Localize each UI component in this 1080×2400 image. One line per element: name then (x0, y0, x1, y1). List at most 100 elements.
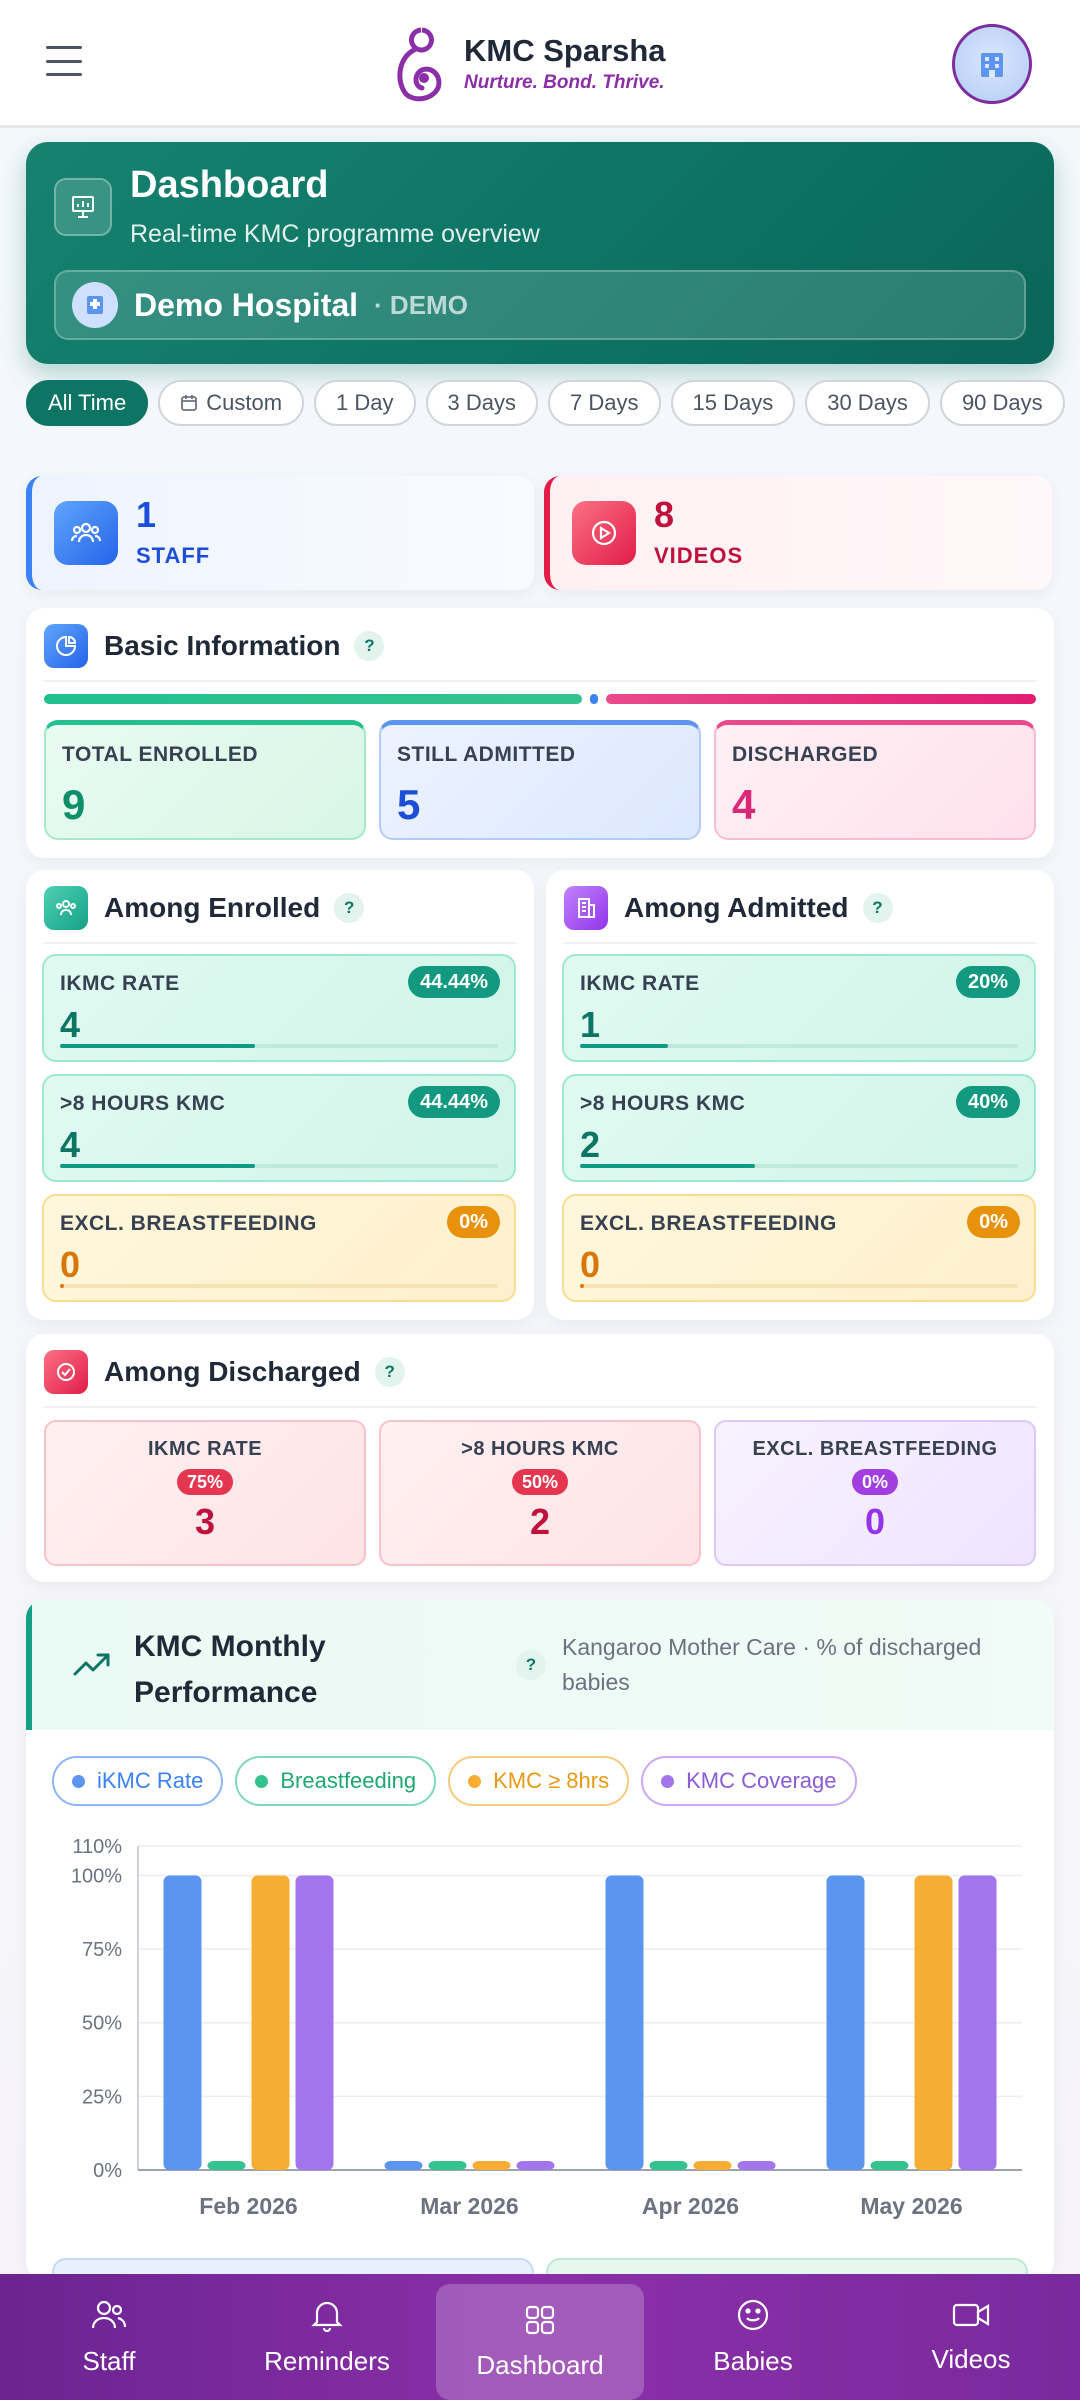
check-circle-icon (44, 1350, 88, 1394)
nav-label: Videos (931, 2343, 1011, 2374)
hospital-selector[interactable]: Demo Hospital · DEMO (54, 270, 1026, 340)
staff-label: STAFF (136, 543, 211, 568)
videos-count: 8 (654, 494, 675, 535)
bar-ikmc-rate-0 (163, 1875, 202, 2170)
total-enrolled-label: TOTAL ENROLLED (62, 743, 258, 766)
app-bar: KMC Sparsha Nurture. Bond. Thrive. (0, 0, 1080, 128)
total-enrolled-value: 9 (62, 781, 86, 828)
metric-value: 3 (194, 1501, 216, 1542)
admitted-excl-breastfeeding[interactable]: EXCL. BREASTFEEDING 0% 0 (562, 1194, 1036, 1302)
monthly-performance-chart: 0% 25% 50% 75% 100% 110% Feb 2026 Mar 2026 Apr 2… (71, 1836, 1022, 2219)
legend-breastfeeding[interactable]: Breastfeeding (235, 1756, 437, 1806)
page-title: Dashboard (130, 164, 329, 206)
bar-ikmc-rate-3 (826, 1875, 865, 2170)
progress-track (580, 1164, 1018, 1168)
bar-kmc-coverage-2 (737, 2161, 776, 2170)
legend-dot (661, 1774, 675, 1788)
divider (44, 680, 1036, 682)
enrolled-excl-breastfeeding[interactable]: EXCL. BREASTFEEDING 0% 0 (42, 1194, 516, 1302)
nav-staff[interactable]: Staff (0, 2274, 218, 2400)
divider (564, 942, 1036, 944)
bar-kmc-8hrs-0 (251, 1875, 290, 2170)
filter-30-days[interactable]: 30 Days (805, 380, 930, 426)
help-icon[interactable]: ? (354, 631, 385, 661)
filter-custom[interactable]: Custom (158, 380, 305, 426)
date-filter-chips: All Time Custom 1 Day 3 Days 7 Days 15 D… (26, 380, 1075, 426)
legend-kmc-coverage[interactable]: KMC Coverage (641, 1756, 857, 1806)
filter-3-days[interactable]: 3 Days (425, 380, 539, 426)
metric-label: >8 HOURS KMC (60, 1092, 226, 1115)
y-tick-label: 110% (72, 1836, 122, 1858)
admitted-8hr-kmc[interactable]: >8 HOURS KMC 40% 2 (562, 1074, 1036, 1182)
enrolled-8hr-kmc[interactable]: >8 HOURS KMC 44.44% 4 (42, 1074, 516, 1182)
admitted-ikmc-rate[interactable]: IKMC RATE 20% 1 (562, 954, 1036, 1062)
bar-breastfeeding-1 (428, 2161, 467, 2170)
filter-15-days[interactable]: 15 Days (670, 380, 796, 426)
filter-1-day[interactable]: 1 Day (314, 380, 416, 426)
metric-label: EXCL. BREASTFEEDING (580, 1212, 837, 1235)
video-icon (952, 2300, 990, 2330)
presentation-icon (54, 178, 112, 236)
y-tick-label: 75% (82, 1939, 122, 1961)
help-icon[interactable]: ? (334, 893, 365, 923)
help-icon[interactable]: ? (862, 893, 893, 923)
videos-stat-card[interactable]: 8 VIDEOS (544, 476, 1052, 590)
progress-fill (60, 1164, 255, 1168)
hospital-tag: · DEMO (374, 289, 468, 320)
nav-dashboard[interactable]: Dashboard (436, 2284, 644, 2400)
legend-label: iKMC Rate (97, 1768, 204, 1793)
help-icon[interactable]: ? (374, 1357, 405, 1387)
play-icon (572, 501, 636, 565)
staff-stat-card[interactable]: 1 STAFF (26, 476, 534, 590)
filter-all-time[interactable]: All Time (26, 380, 149, 426)
menu-icon[interactable] (46, 46, 82, 76)
hospital-name: Demo Hospital (134, 286, 359, 323)
discharged-box[interactable]: DISCHARGED 4 (714, 720, 1036, 840)
nav-label: Dashboard (476, 2349, 604, 2380)
metric-value: 4 (60, 1124, 81, 1165)
bar-kmc-coverage-3 (958, 1875, 997, 2170)
hospital-avatar[interactable] (952, 24, 1032, 104)
bar-ikmc-rate-2 (605, 1875, 644, 2170)
performance-title: KMC Monthly Performance (134, 1630, 326, 1709)
metric-value: 4 (60, 1004, 81, 1045)
legend-ikmc-rate[interactable]: iKMC Rate (52, 1756, 224, 1806)
nav-videos[interactable]: Videos (862, 2274, 1080, 2400)
legend-dot (255, 1774, 269, 1788)
users-icon (54, 501, 118, 565)
grid-icon (524, 2304, 556, 2336)
metric-label: >8 HOURS KMC (580, 1092, 746, 1115)
still-admitted-box[interactable]: STILL ADMITTED 5 (379, 720, 701, 840)
nav-reminders[interactable]: Reminders (218, 2274, 436, 2400)
progress-fill (580, 1044, 668, 1048)
discharged-8hr-kmc[interactable]: >8 HOURS KMC 50% 2 (379, 1420, 701, 1566)
hospital-icon (72, 282, 118, 328)
performance-subtitle: Kangaroo Mother Care · % of discharged b… (562, 1634, 982, 1695)
discharged-ikmc-rate[interactable]: IKMC RATE 75% 3 (44, 1420, 366, 1566)
discharged-excl-breastfeeding[interactable]: EXCL. BREASTFEEDING 0% 0 (714, 1420, 1036, 1566)
metric-value: 0 (60, 1244, 81, 1285)
nav-label: Babies (713, 2345, 793, 2376)
filter-7-days[interactable]: 7 Days (548, 380, 661, 426)
nav-label: Staff (82, 2345, 136, 2376)
x-tick-label: May 2026 (860, 2193, 962, 2219)
filter-90-days[interactable]: 90 Days (939, 380, 1065, 426)
legend-label: KMC ≥ 8hrs (493, 1768, 610, 1793)
bar-breastfeeding-3 (870, 2161, 909, 2170)
section-title: Among Admitted (624, 892, 849, 923)
bar-breastfeeding-0 (207, 2161, 246, 2170)
legend-kmc-8hrs[interactable]: KMC ≥ 8hrs (448, 1756, 630, 1806)
mother-baby-logo-icon (397, 27, 442, 102)
bar-kmc-8hrs-3 (914, 1875, 953, 2170)
nav-babies[interactable]: Babies (644, 2274, 862, 2400)
progress-track (580, 1284, 1018, 1288)
divider (44, 1406, 1036, 1408)
metric-badge: 0% (447, 1206, 500, 1238)
help-icon[interactable]: ? (516, 1650, 546, 1680)
metric-badge: 44.44% (408, 1086, 500, 1118)
metric-label: >8 HOURS KMC (461, 1438, 619, 1460)
total-enrolled-box[interactable]: TOTAL ENROLLED 9 (44, 720, 366, 840)
app-title: KMC Sparsha (464, 32, 666, 68)
staff-icon (91, 2298, 127, 2332)
enrolled-ikmc-rate[interactable]: IKMC RATE 44.44% 4 (42, 954, 516, 1062)
